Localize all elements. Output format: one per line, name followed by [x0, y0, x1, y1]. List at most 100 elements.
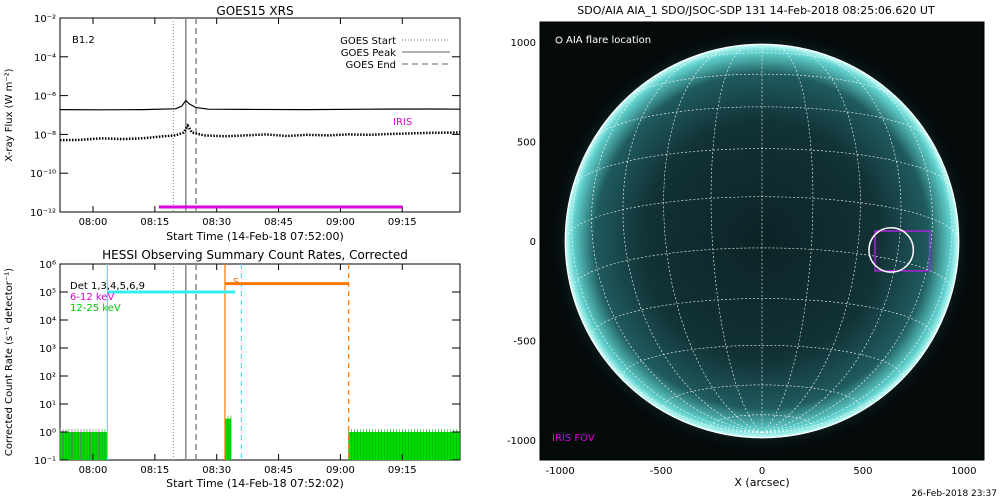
- aia-y-tick-label: -500: [513, 337, 536, 348]
- aia-grid-parallel: [593, 106, 931, 140]
- hessi-count-rate-panel: HESSI Observing Summary Count Rates, Cor…: [4, 248, 461, 490]
- goes-iris-label: IRIS: [393, 117, 412, 128]
- y-tick-label: 10⁶: [39, 260, 56, 271]
- aia-grid-parallel: [571, 247, 953, 291]
- aia-x-tick-label: 0: [759, 466, 765, 477]
- y-tick-label: 10⁵: [39, 288, 56, 299]
- x-tick-label: 08:15: [140, 465, 169, 476]
- hessi-legend-detectors: Det 1,3,4,5,6,9: [70, 281, 145, 292]
- aia-grid-meridian: [761, 45, 861, 433]
- aia-axis-ticks: -1000 -500 0 500 1000 -1000 -500 0 500 1000: [507, 38, 977, 477]
- aia-y-tick-label: 1000: [511, 38, 536, 49]
- aia-grid-parallel: [564, 196, 960, 242]
- aia-solar-limb: [564, 43, 960, 439]
- aia-grid-meridian: [761, 59, 933, 433]
- goes-class-annotation: B1.2: [72, 35, 95, 46]
- hessi-y-axis-label: Corrected Count Rate (s⁻¹ detector⁻¹): [4, 268, 15, 456]
- aia-iris-fov-label: IRIS FOV: [552, 433, 595, 444]
- y-tick-label: 10⁻¹⁰: [30, 169, 56, 180]
- x-tick-label: 09:15: [388, 217, 417, 228]
- goes-y-axis-label: X-ray Flux (W m⁻²): [4, 68, 15, 161]
- y-tick-label: 10⁻⁸: [34, 130, 56, 141]
- aia-grid-meridian: [761, 240, 960, 433]
- y-tick-label: 10⁻⁴: [34, 53, 56, 64]
- goes-xrs-panel: GOES15 XRS 08:00 08:15 08:30 08:45 09:00 09:1…: [4, 4, 461, 243]
- x-tick-label: 08:45: [264, 217, 293, 228]
- aia-x-tick-label: -500: [650, 466, 673, 477]
- goes-title: GOES15 XRS: [216, 4, 293, 18]
- hessi-count-rate-data: [59, 415, 460, 460]
- y-tick-label: 10⁻¹²: [30, 208, 56, 219]
- hessi-high-energy-segment: [348, 432, 460, 460]
- aia-flare-legend-icon: [555, 36, 563, 44]
- aia-heliographic-grid: [564, 43, 960, 433]
- aia-grid-parallel: [572, 148, 952, 188]
- goes-legend-start-label: GOES Start: [340, 36, 396, 47]
- goes-plot-frame: [59, 17, 461, 213]
- y-tick-label: 10³: [39, 344, 56, 355]
- aia-timestamp: 26-Feb-2018 23:37: [911, 489, 997, 499]
- aia-grid-meridian: [622, 50, 763, 433]
- aia-grid-meridian: [761, 90, 953, 433]
- aia-x-tick-label: -1000: [546, 466, 575, 477]
- aia-y-tick-label: 500: [517, 137, 536, 148]
- hessi-markers: [106, 264, 350, 460]
- hessi-axis-ticks: 08:00 08:15 08:30 08:45 09:00 09:15 10⁻¹ 10⁰ 10¹…: [34, 260, 460, 476]
- x-tick-label: 09:00: [326, 465, 355, 476]
- aia-title: SDO/AIA AIA_1 SDO/JSOC-SDP 131 14-Feb-20…: [577, 4, 935, 17]
- aia-image-panel: SDO/AIA AIA_1 SDO/JSOC-SDP 131 14-Feb-20…: [507, 4, 997, 499]
- aia-grid-parallel: [663, 384, 861, 408]
- goes-series-long-channel: [59, 99, 461, 111]
- y-tick-label: 10⁻⁶: [34, 92, 56, 103]
- aia-grid-parallel: [710, 414, 814, 427]
- aia-grid-meridian: [710, 44, 763, 433]
- goes-series-short-channel: [59, 123, 461, 142]
- y-tick-label: 10⁻¹: [34, 456, 56, 467]
- y-tick-label: 10⁴: [39, 316, 56, 327]
- aia-x-tick-label: 500: [853, 466, 872, 477]
- x-tick-label: 08:15: [140, 217, 169, 228]
- x-tick-label: 08:30: [202, 217, 231, 228]
- aia-flare-legend-label: AIA flare location: [566, 35, 651, 46]
- goes-legend-peak-label: GOES Peak: [341, 48, 396, 59]
- x-tick-label: 08:00: [79, 217, 108, 228]
- hessi-legend-high-energy: 12-25 keV: [70, 303, 121, 314]
- aia-grid-parallel: [622, 345, 902, 377]
- y-tick-label: 10²: [39, 372, 56, 383]
- x-tick-label: 08:45: [264, 465, 293, 476]
- aia-grid-meridian: [761, 50, 902, 433]
- hessi-legend: Det 1,3,4,5,6,9 6-12 keV 12-25 keV: [70, 281, 145, 314]
- goes-legend: GOES Start GOES Peak GOES End: [340, 36, 450, 71]
- x-tick-label: 08:30: [202, 465, 231, 476]
- x-tick-label: 09:00: [326, 217, 355, 228]
- hessi-event-lines: [172, 264, 197, 460]
- y-tick-label: 10⁻²: [34, 14, 56, 25]
- aia-y-tick-label: 0: [530, 237, 536, 248]
- aia-y-tick-label: -1000: [507, 436, 536, 447]
- aia-grid-meridian: [591, 59, 763, 433]
- aia-image-content: [549, 28, 975, 454]
- aia-grid-parallel: [671, 52, 853, 67]
- aia-grid-meridian: [663, 45, 763, 433]
- hessi-x-axis-label: Start Time (14-Feb-18 07:52:02): [166, 477, 344, 490]
- x-tick-label: 08:00: [79, 465, 108, 476]
- hessi-saa-label: S: [233, 277, 239, 288]
- goes-series-lines: [59, 99, 461, 142]
- hessi-plot-frame: [59, 263, 461, 461]
- aia-x-axis-label: X (arcsec): [734, 476, 789, 489]
- hessi-title: HESSI Observing Summary Count Rates, Cor…: [102, 248, 408, 262]
- aia-grid-parallel: [627, 73, 897, 98]
- aia-solar-disk: [565, 44, 959, 438]
- goes-legend-end-label: GOES End: [346, 60, 396, 71]
- goes-x-axis-label: Start Time (14-Feb-18 07:52:00): [166, 230, 344, 243]
- aia-x-tick-label: 1000: [951, 466, 976, 477]
- aia-grid-meridian: [761, 44, 814, 433]
- goes-event-lines: [172, 18, 197, 212]
- aia-flare-location-circle: [868, 227, 915, 273]
- aia-grid-meridian: [571, 90, 763, 433]
- aia-grid-parallel: [591, 298, 933, 337]
- y-tick-label: 10¹: [39, 400, 56, 411]
- x-tick-label: 09:15: [388, 465, 417, 476]
- y-tick-label: 10⁰: [39, 428, 56, 439]
